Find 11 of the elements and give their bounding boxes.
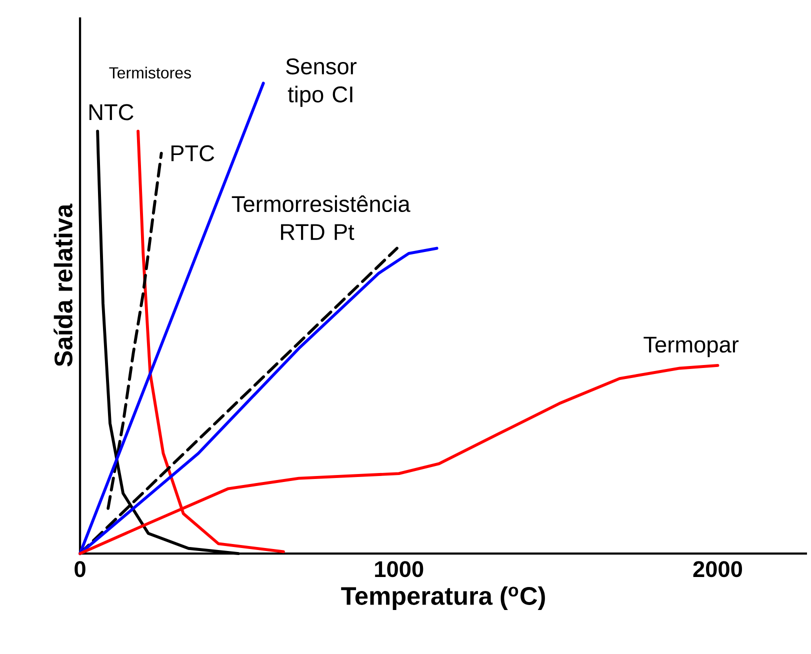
x-axis-title: Temperatura ($^{o}$C)	[341, 586, 545, 610]
series-label: Termopar	[644, 337, 739, 358]
series-label: NTC	[89, 104, 134, 120]
series-label: Sensor tipo CI	[286, 58, 357, 108]
y-axis-title: Saída relativa	[54, 204, 72, 367]
series-label: PTC	[171, 145, 214, 162]
series-label: Termorresistência RTD Pt	[232, 196, 410, 240]
x-tick-label: 1000	[375, 561, 424, 578]
text: Termistores	[109, 66, 191, 79]
x-tick-label: 0	[74, 561, 86, 578]
x-tick-label: 2000	[693, 561, 742, 578]
